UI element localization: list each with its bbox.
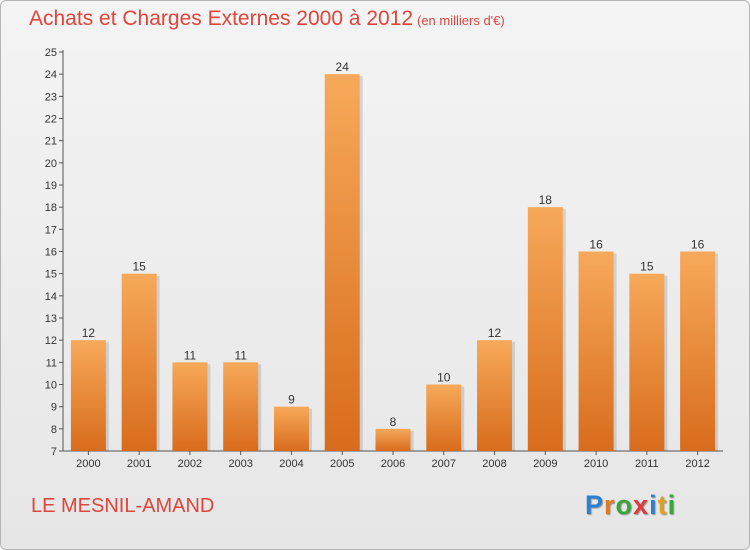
y-tick-label: 9	[51, 402, 57, 414]
y-tick-label: 8	[51, 424, 57, 436]
y-tick-label: 22	[45, 114, 57, 126]
bar-2003	[223, 362, 259, 451]
y-tick-label: 16	[45, 247, 57, 259]
bar-2001	[121, 273, 157, 451]
logo-letter: o	[615, 490, 634, 520]
data-labels: 12 15 11 11 9 24 8 10 12 18 16 15 16	[82, 60, 705, 429]
bar-2011	[629, 273, 665, 451]
data-label: 10	[437, 371, 451, 385]
data-label: 12	[488, 326, 502, 340]
y-tick-label: 15	[45, 269, 57, 281]
bar-2007	[426, 384, 462, 451]
logo-letter: P	[585, 490, 605, 520]
data-label: 15	[640, 260, 654, 274]
data-label: 12	[82, 326, 96, 340]
bar-2008	[477, 340, 513, 451]
data-label: 24	[336, 60, 350, 74]
bars	[70, 74, 719, 452]
x-tick-label: 2004	[279, 458, 303, 470]
logo-letter: i	[649, 490, 658, 520]
y-tick-label: 13	[45, 313, 57, 325]
data-label: 8	[390, 415, 397, 429]
logo-letter: r	[604, 490, 616, 520]
y-tick-label: 11	[46, 357, 57, 369]
y-tick-label: 17	[45, 224, 57, 236]
bar-2002	[172, 362, 208, 451]
x-tick-label: 2010	[584, 458, 608, 470]
data-label: 11	[184, 348, 197, 362]
x-tick-label: 2000	[76, 458, 100, 470]
y-tick-label: 18	[45, 202, 57, 214]
y-tick-label: 7	[51, 446, 57, 458]
bar-2005	[324, 74, 360, 452]
logo-letter: i	[667, 490, 677, 520]
y-tick-label: 25	[45, 47, 57, 59]
y-tick-label: 23	[45, 91, 57, 103]
x-tick-label: 2001	[127, 458, 151, 470]
y-tick-label: 14	[45, 291, 57, 303]
proxiti-logo[interactable]: Proxiti	[585, 490, 676, 521]
bar-2010	[578, 251, 614, 451]
x-tick-label: 2003	[228, 458, 252, 470]
x-tick-label: 2005	[330, 458, 354, 470]
bar-2004	[273, 406, 309, 451]
x-tick-label: 2012	[685, 458, 709, 470]
x-tick-label: 2011	[635, 458, 659, 470]
bar-2012	[680, 251, 716, 451]
chart-title: Achats et Charges Externes 2000 à 2012	[29, 7, 414, 30]
data-label: 16	[691, 238, 705, 252]
x-tick-label: 2002	[178, 458, 202, 470]
data-label: 9	[288, 393, 295, 407]
y-tick-label: 20	[45, 158, 57, 170]
bar-2009	[527, 207, 563, 451]
y-tick-label: 24	[45, 69, 57, 81]
x-tick-label: 2008	[482, 458, 506, 470]
x-tick-label: 2007	[432, 458, 456, 470]
x-tick-label: 2006	[381, 458, 405, 470]
data-label: 11	[234, 348, 247, 362]
y-tick-label: 21	[45, 136, 57, 148]
data-label: 18	[539, 193, 553, 207]
bar-2006	[375, 428, 411, 451]
commune-name: LE MESNIL-AMAND	[31, 495, 215, 517]
data-label: 15	[132, 260, 146, 274]
chart-subtitle: (en milliers d'€)	[417, 13, 505, 28]
logo-letter: x	[633, 490, 650, 520]
data-label: 16	[589, 238, 603, 252]
y-tick-label: 10	[45, 380, 57, 392]
bar-2000	[70, 340, 106, 451]
logo-letter: t	[657, 490, 668, 520]
y-tick-label: 12	[45, 335, 57, 347]
x-tick-label: 2009	[533, 458, 557, 470]
y-tick-label: 19	[45, 180, 57, 192]
